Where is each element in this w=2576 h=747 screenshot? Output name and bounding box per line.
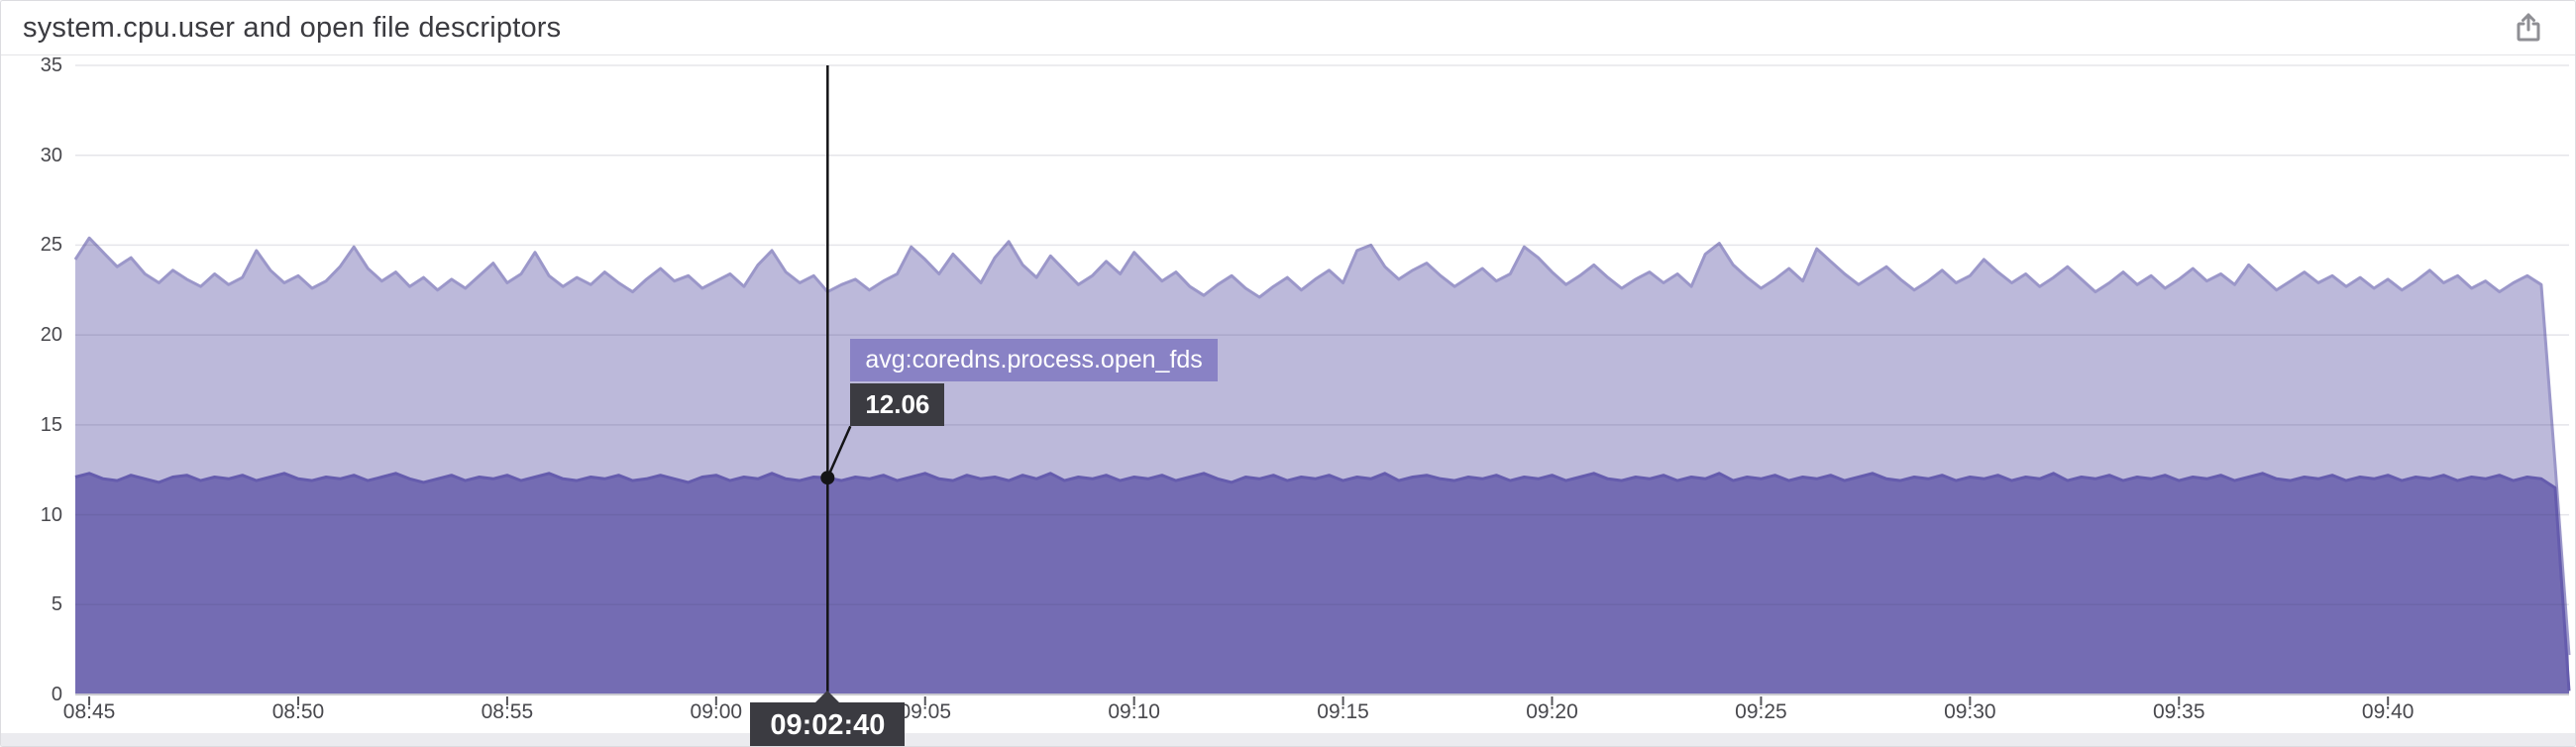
y-axis-label-20: 20 — [40, 324, 62, 347]
open-fds-area-line — [74, 472, 2571, 692]
y-axis-label-15: 15 — [40, 413, 62, 436]
bottom-strip — [1, 733, 2575, 746]
tooltip-series-label: avg:coredns.process.open_fds — [850, 339, 1218, 382]
x-axis-label-09:15: 09:15 — [1317, 700, 1369, 723]
x-axis-label-09:10: 09:10 — [1108, 700, 1160, 723]
x-axis-label-09:25: 09:25 — [1735, 700, 1787, 723]
widget-header: system.cpu.user and open file descriptor… — [1, 1, 2575, 55]
x-axis-label-08:45: 08:45 — [62, 700, 116, 723]
y-axis-label-35: 35 — [40, 54, 62, 76]
y-axis-label-0: 0 — [51, 684, 62, 705]
x-axis-label-09:40: 09:40 — [2361, 700, 2415, 723]
open-fds-area — [75, 473, 2569, 694]
widget-title: system.cpu.user and open file descriptor… — [23, 11, 562, 44]
x-axis-label-09:35: 09:35 — [2152, 700, 2205, 723]
hover-point-marker — [820, 471, 835, 485]
share-export-icon — [2517, 13, 2540, 42]
y-axis-label-10: 10 — [40, 503, 62, 526]
x-axis-label-09:30: 09:30 — [1944, 700, 1996, 723]
x-axis-label-09:20: 09:20 — [1526, 700, 1578, 723]
tooltip-connector — [826, 425, 852, 479]
share-button[interactable] — [2510, 9, 2547, 47]
tooltip-value: 12.06 — [850, 383, 945, 427]
x-axis-label-08:50: 08:50 — [271, 700, 325, 723]
tooltip-time-caret — [814, 691, 841, 703]
x-axis-label-09:05: 09:05 — [899, 700, 952, 723]
y-axis-label-25: 25 — [40, 234, 62, 257]
y-axis-label-30: 30 — [40, 144, 62, 166]
y-axis-label-5: 5 — [51, 593, 62, 616]
cpu-user-area-line — [73, 236, 2571, 656]
x-axis-label-08:55: 08:55 — [481, 700, 534, 723]
tooltip-time: 09:02:40 — [750, 702, 906, 746]
x-axis-label-09:00: 09:00 — [690, 700, 743, 723]
